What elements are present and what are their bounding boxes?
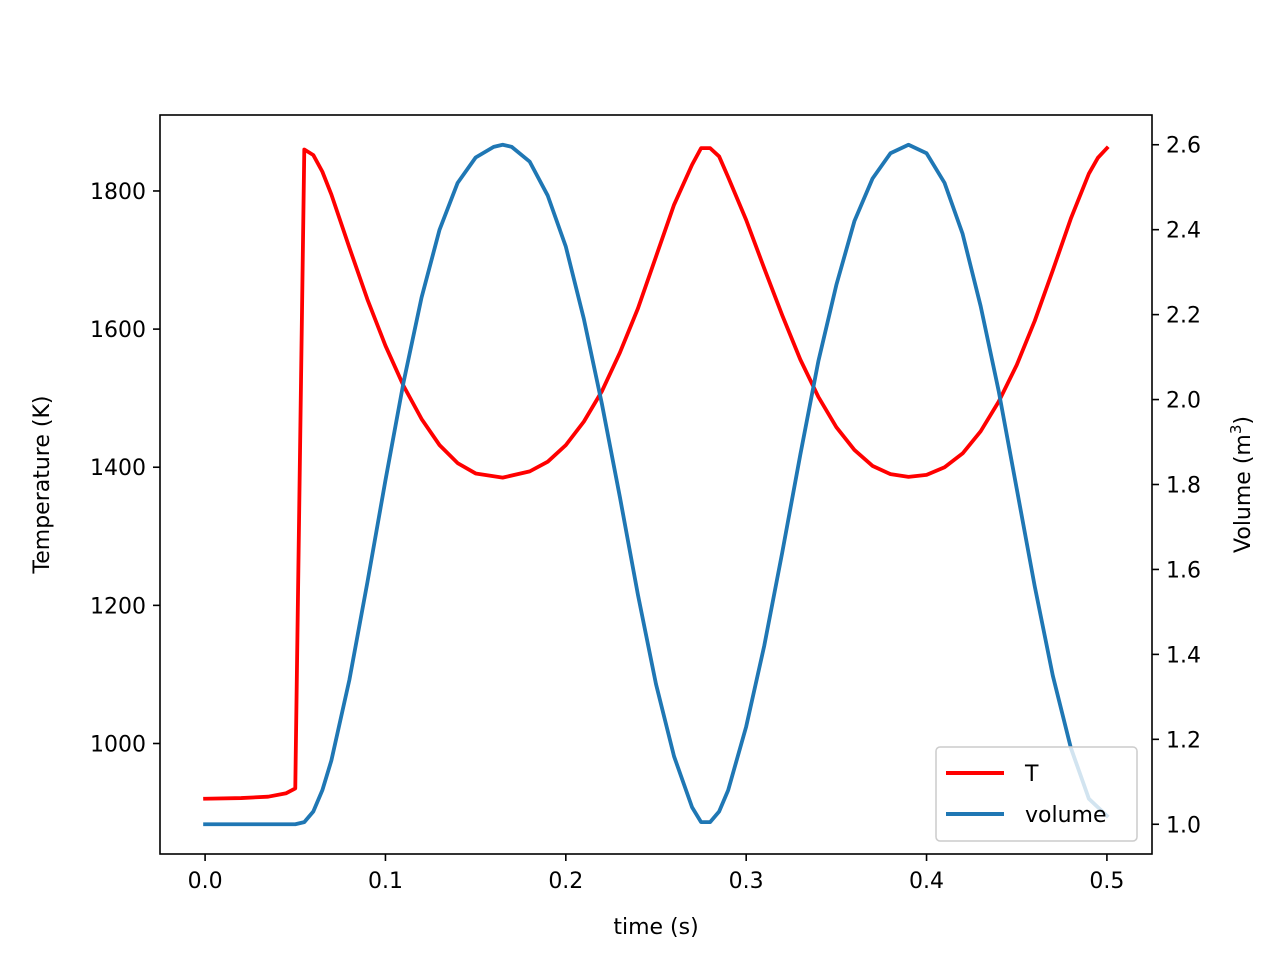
legend-label-T: T: [1024, 762, 1039, 787]
y-right-tick-label: 2.0: [1166, 389, 1201, 414]
x-tick-label: 0.5: [1089, 869, 1124, 894]
y-axis-left: 1000 1200 1400 1600 1800: [90, 180, 160, 757]
y-right-axis-label-prefix: Volume (m: [1231, 434, 1256, 553]
plot-area: [203, 142, 1110, 827]
y-right-axis-label-suffix: ): [1231, 416, 1256, 425]
series-line-volume: [203, 142, 1110, 827]
y-right-tick-label: 1.0: [1166, 813, 1201, 838]
y-right-tick-label: 2.6: [1166, 134, 1201, 159]
y-left-axis-label: Temperature (K): [30, 396, 55, 575]
y-right-tick-label: 2.2: [1166, 304, 1201, 329]
series-line-T: [203, 145, 1110, 801]
x-axis-label: time (s): [613, 915, 698, 940]
x-tick-label: 0.1: [368, 869, 403, 894]
x-axis: 0.0 0.1 0.2 0.3 0.4 0.5: [188, 854, 1124, 894]
x-tick-label: 0.2: [548, 869, 583, 894]
plot-frame: [159, 114, 1153, 855]
x-tick-label: 0.3: [729, 869, 764, 894]
y-right-axis-label: Volume (m3): [1227, 416, 1256, 553]
y-axis-right: 1.0 1.2 1.4 1.6 1.8 2.0 2.2 2.4 2.6: [1152, 134, 1201, 838]
y-right-tick-label: 1.8: [1166, 474, 1201, 499]
legend: T volume: [935, 746, 1138, 842]
y-left-tick-label: 1800: [90, 180, 146, 205]
y-right-tick-label: 1.4: [1166, 643, 1201, 668]
x-tick-label: 0.4: [909, 869, 944, 894]
y-right-tick-label: 1.2: [1166, 728, 1201, 753]
y-left-tick-label: 1600: [90, 318, 146, 343]
y-right-tick-label: 2.4: [1166, 219, 1201, 244]
x-tick-label: 0.0: [188, 869, 223, 894]
legend-label-volume: volume: [1025, 803, 1107, 828]
y-right-axis-label-superscript: 3: [1227, 425, 1245, 435]
y-left-tick-label: 1200: [90, 594, 146, 619]
y-left-tick-label: 1000: [90, 732, 146, 757]
legend-box: [935, 746, 1138, 842]
y-right-tick-label: 1.6: [1166, 558, 1201, 583]
y-left-tick-label: 1400: [90, 456, 146, 481]
